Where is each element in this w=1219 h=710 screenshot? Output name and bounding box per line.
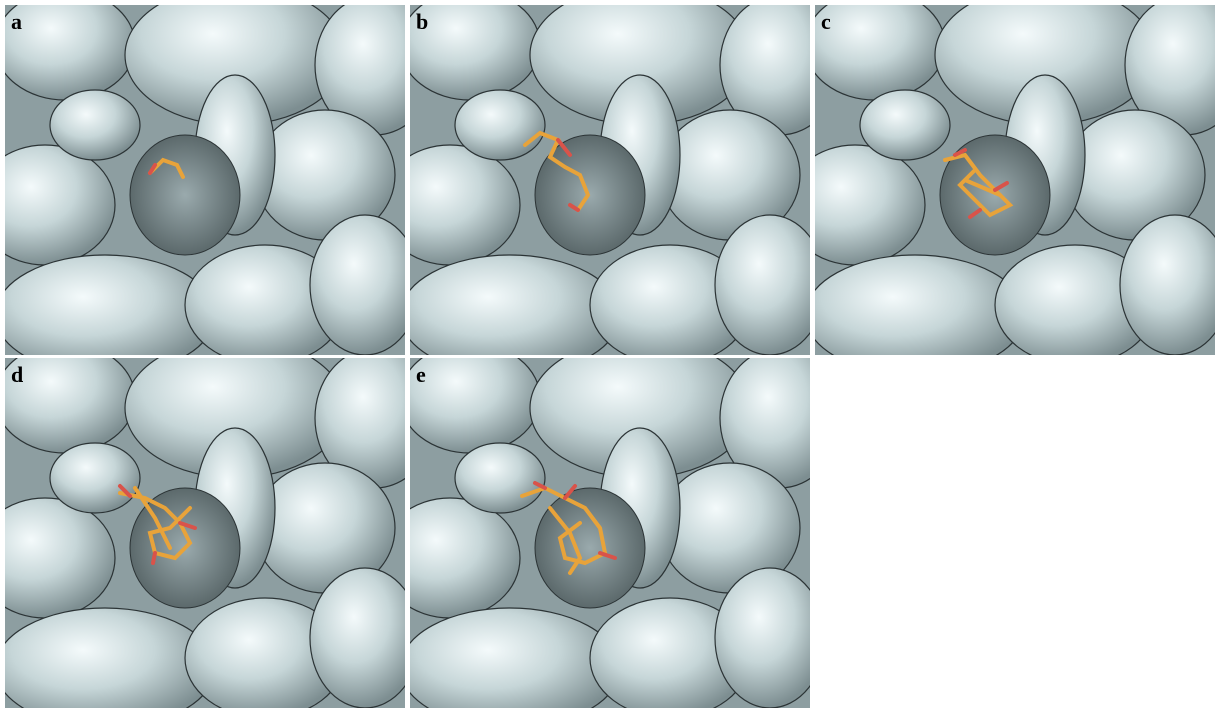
surface (410, 5, 810, 355)
surface (410, 358, 810, 708)
panel-label: d (11, 362, 23, 387)
panel: a (5, 5, 405, 355)
panel: e (410, 358, 810, 708)
panel: b (410, 5, 810, 355)
panel: d (5, 358, 405, 708)
panel-label: c (821, 9, 831, 34)
panel-label: a (11, 9, 22, 34)
panel-label: b (416, 9, 428, 34)
panel: c (815, 5, 1215, 355)
panel-label: e (416, 362, 426, 387)
surface (5, 358, 405, 708)
surface (5, 5, 405, 355)
figure: a b c d e (0, 0, 1219, 710)
surface (815, 5, 1215, 355)
